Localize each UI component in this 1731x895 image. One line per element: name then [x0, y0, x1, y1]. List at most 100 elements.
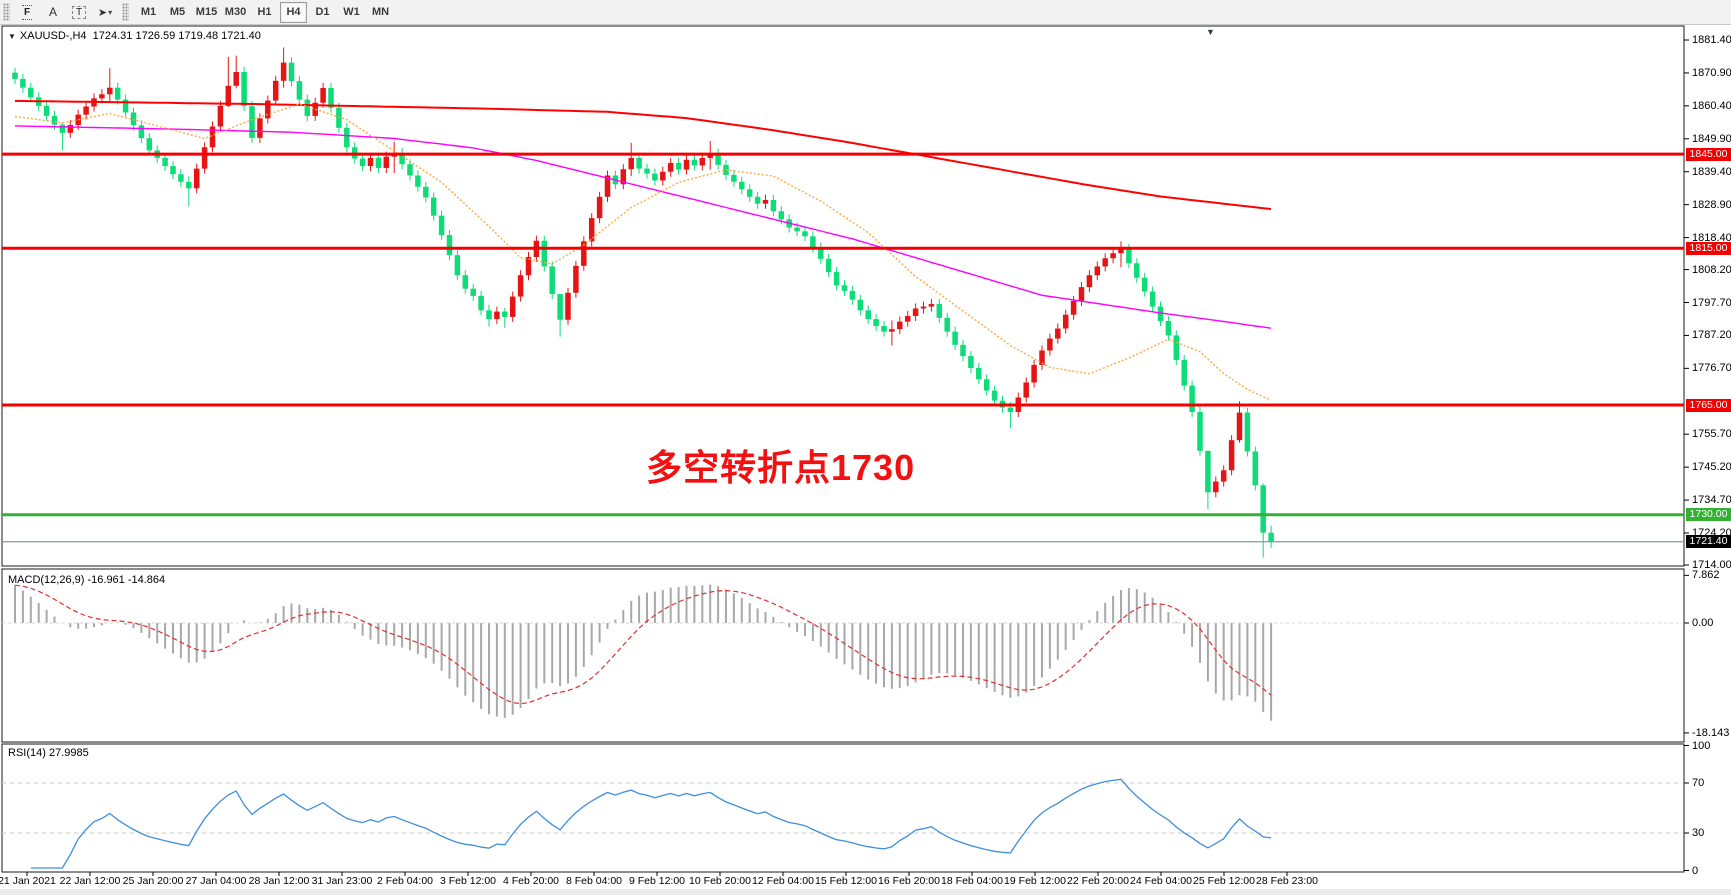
candle-body	[636, 157, 642, 169]
candle-body	[138, 125, 145, 139]
timeframe-button-m5[interactable]: M5	[169, 6, 186, 18]
toolbar-grip[interactable]	[3, 3, 10, 21]
candle-body	[320, 87, 326, 103]
time-axis-label: 27 Jan 04:00	[185, 875, 247, 887]
time-axis-label: 22 Jan 12:00	[59, 875, 121, 887]
candle-body	[1094, 266, 1101, 276]
candle-body	[920, 306, 927, 309]
fibonacci-tool-button[interactable]: F	[15, 1, 39, 23]
arrows-tool-button[interactable]: ➤ ▾	[93, 1, 117, 23]
candle-body	[43, 105, 50, 116]
ma-slow-line	[14, 99, 1272, 210]
candle-body	[509, 296, 516, 317]
candle-body	[968, 356, 974, 369]
price-tick-label: 1881.40	[1692, 34, 1731, 47]
time-axis-label: 19 Feb 12:00	[1004, 875, 1066, 887]
time-axis-label: 10 Feb 20:00	[689, 875, 751, 887]
chart-window[interactable]: ▼ XAUUSD-,H4 1724.31 1726.59 1719.48 1721…	[0, 25, 1731, 895]
chart-annotation-text: 多空转折点1730	[646, 447, 916, 488]
candle-body	[1181, 359, 1187, 386]
candle-body	[549, 266, 555, 295]
candle-body	[857, 299, 864, 311]
candle-body	[1023, 382, 1029, 398]
hline-price-label: 1765.00	[1686, 398, 1731, 412]
candle-body	[691, 159, 698, 166]
candle-body	[1149, 291, 1156, 307]
rsi-line	[30, 778, 1272, 869]
time-axis-label: 18 Feb 04:00	[941, 875, 1003, 887]
candle-body	[423, 186, 429, 198]
candle-body	[1086, 275, 1093, 288]
candle-body	[280, 62, 287, 81]
timeframe-button-w1[interactable]: W1	[343, 6, 360, 18]
price-tick-label: 1828.90	[1692, 198, 1731, 211]
macd-axis-label: 7.862	[1692, 569, 1720, 582]
candle-body	[130, 112, 137, 126]
candle-body	[928, 304, 935, 307]
timeframe-button-m1[interactable]: M1	[140, 6, 157, 18]
candle-body	[1157, 306, 1164, 322]
timeframe-button-h1[interactable]: H1	[257, 6, 272, 18]
candle-body	[991, 390, 998, 401]
price-tick-label: 1818.40	[1692, 231, 1731, 244]
candle-body	[541, 240, 548, 267]
candle-body	[841, 285, 848, 291]
candle-body	[1031, 364, 1037, 383]
timeframe-button-mn[interactable]: MN	[371, 6, 390, 18]
candle-body	[209, 126, 216, 148]
candle-body	[233, 72, 239, 86]
time-axis-label: 25 Jan 20:00	[122, 875, 184, 887]
candle-body	[241, 72, 247, 107]
candle-body	[770, 199, 777, 212]
candle-body	[99, 94, 105, 99]
label-tool-button[interactable]: A	[41, 1, 65, 23]
rsi-indicator-label: RSI(14) 27.9985	[8, 747, 89, 759]
candle-body	[162, 157, 168, 167]
price-tick-label: 1755.70	[1692, 428, 1731, 441]
candle-body	[438, 215, 445, 236]
rsi-axis-label: 70	[1692, 777, 1705, 789]
timeframe-button-h4[interactable]: H4	[280, 1, 307, 23]
candle-body	[67, 125, 74, 133]
time-axis-label: 24 Feb 04:00	[1130, 875, 1192, 887]
candle-body	[178, 174, 184, 182]
candle-body	[557, 294, 563, 320]
candle-body	[12, 72, 18, 79]
timeframe-button-m15[interactable]: M15	[195, 6, 218, 18]
timeframe-button-m30[interactable]: M30	[224, 6, 247, 18]
chart-shift-marker-icon[interactable]: ▼	[1206, 27, 1215, 37]
timeframe-button-group: M1 M5 M15 M30 H1 H4 D1 W1 MN	[134, 1, 395, 23]
candle-body	[249, 106, 255, 138]
candle-body	[754, 196, 761, 204]
candle-series	[12, 47, 1274, 558]
candle-body	[296, 81, 303, 100]
price-tick-label: 1808.20	[1692, 263, 1731, 276]
chart-canvas[interactable]	[0, 25, 1731, 895]
price-tick-label: 1745.20	[1692, 461, 1731, 474]
symbol-dropdown-icon[interactable]: ▼	[8, 32, 16, 41]
top-toolbar: F A T ➤ ▾ M1 M5 M15 M30 H1 H4 D1 W1 MN	[0, 0, 1731, 25]
candle-body	[525, 257, 532, 276]
toolbar-grip-2[interactable]	[122, 3, 129, 21]
timeframe-button-d1[interactable]: D1	[315, 6, 330, 18]
candle-body	[20, 78, 26, 88]
candle-body	[344, 127, 350, 148]
candle-body	[596, 196, 603, 219]
candle-body	[912, 308, 919, 316]
price-tick-label: 1870.90	[1692, 66, 1731, 79]
candle-body	[415, 175, 421, 187]
symbol-info-line: ▼ XAUUSD-,H4 1724.31 1726.59 1719.48 1721…	[8, 30, 261, 42]
time-axis-label: 21 Jan 2021	[0, 875, 56, 887]
candle-body	[604, 175, 611, 197]
text-tool-icon: T	[71, 5, 87, 19]
macd-axis-label: -18.143	[1692, 726, 1730, 739]
candle-body	[51, 115, 58, 125]
candle-body	[28, 87, 34, 98]
ma-fast-line	[14, 103, 1272, 401]
macd-pane-border	[1, 568, 1685, 743]
symbol-ohlc-text: XAUUSD-,H4 1724.31 1726.59 1719.48 1721.…	[19, 30, 261, 42]
text-tool-button[interactable]: T	[67, 1, 91, 23]
candle-body	[936, 304, 943, 318]
candle-body	[367, 157, 374, 167]
time-axis-label: 22 Feb 20:00	[1067, 875, 1129, 887]
